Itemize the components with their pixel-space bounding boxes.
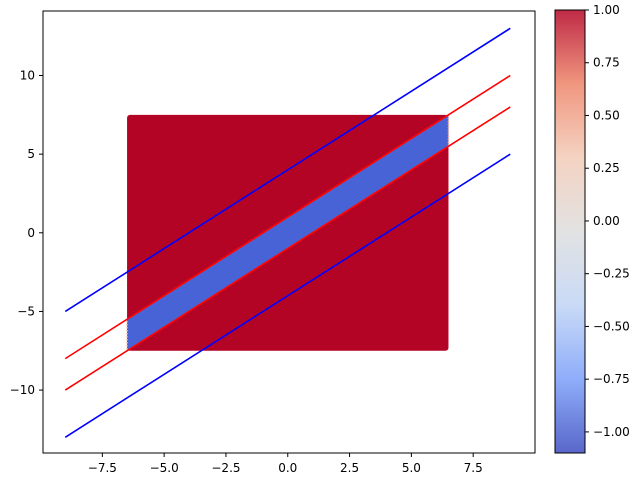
line-series-2 [64, 74, 511, 360]
colorbar-tick-label: −0.25 [593, 267, 630, 281]
colorbar: 1.00 0.75 0.50 0.25 0.00 −0.25 −0.50 −0.75 −1.00 [554, 3, 630, 454]
colorbar-tick-label: 0.50 [593, 108, 620, 122]
colorbar-tick-label: 1.00 [593, 3, 620, 17]
scatter-region [126, 113, 450, 353]
y-tick-label: −10 [10, 383, 35, 397]
x-tick-label: 7.5 [464, 461, 483, 475]
x-tick-label: −2.5 [211, 461, 240, 475]
x-tick-label: 5.0 [402, 461, 421, 475]
line-series-1 [64, 27, 511, 313]
line-series-3 [64, 106, 511, 391]
colorbar-tick-label: −0.50 [593, 319, 630, 333]
y-tick-label: 0 [27, 226, 35, 240]
plot-area-frame [42, 10, 536, 454]
colorbar-tick-label: −0.75 [593, 372, 630, 386]
colorbar-tick-label: 0.75 [593, 56, 620, 70]
y-axis: −10 −5 0 5 10 [10, 68, 43, 397]
x-axis: −7.5 −5.0 −2.5 0.0 2.5 5.0 7.5 [88, 453, 483, 475]
x-tick-label: −5.0 [150, 461, 179, 475]
x-tick-label: 0.0 [278, 461, 297, 475]
line-series-4 [64, 153, 511, 438]
line-series-group [64, 27, 511, 438]
y-tick-label: 5 [27, 147, 35, 161]
colorbar-fill [555, 10, 585, 453]
colorbar-tick-label: 0.00 [593, 214, 620, 228]
colorbar-frame [554, 9, 586, 454]
colorbar-tick-label: 0.25 [593, 161, 620, 175]
x-tick-label: 2.5 [340, 461, 359, 475]
y-tick-label: 10 [20, 68, 35, 82]
colorbar-tick-label: −1.00 [593, 425, 630, 439]
y-tick-label: −5 [17, 304, 35, 318]
x-tick-label: −7.5 [88, 461, 117, 475]
